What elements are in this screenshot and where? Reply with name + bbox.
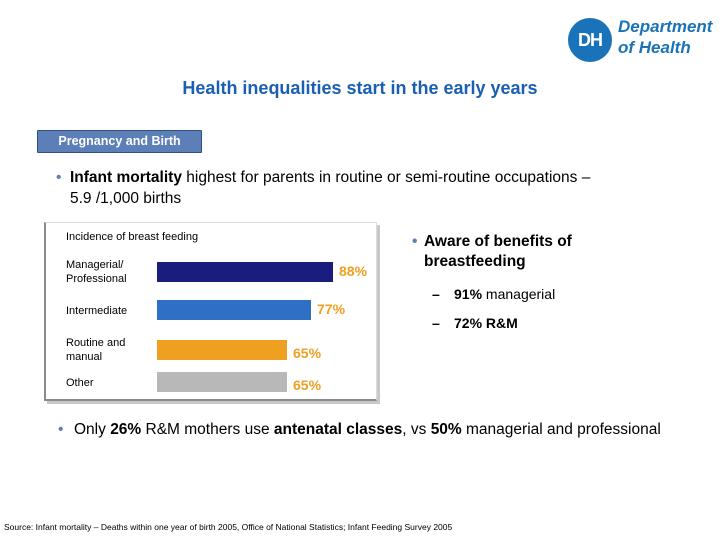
- bullet-rest: highest for parents in routine or semi-r…: [70, 169, 591, 207]
- bullet-bold: Infant mortality: [70, 169, 182, 186]
- logo-line-2: of Health: [618, 38, 691, 57]
- category-label: Routine and manual: [66, 337, 125, 363]
- category-label: Managerial/Professional: [66, 259, 127, 285]
- bullet-text: Infant mortality highest for parents in …: [70, 167, 615, 209]
- text-part: R&M mothers use: [141, 421, 274, 438]
- sub-text: 72% R&M: [454, 315, 518, 331]
- sub-dash: –: [432, 315, 440, 331]
- logo-wordmark: Department of Health: [618, 16, 712, 58]
- chart-frame: [44, 222, 377, 401]
- bullet-dot: •: [56, 169, 62, 186]
- text-part: , vs: [402, 421, 431, 438]
- bar: [157, 372, 287, 392]
- data-label: 77%: [317, 301, 346, 317]
- sub-text: 91% managerial: [454, 286, 555, 302]
- dh-logo-mark: DH: [568, 18, 612, 62]
- text-bold: antenatal classes: [273, 421, 403, 438]
- sub-dash: –: [432, 286, 440, 302]
- section-tag: Pregnancy and Birth: [37, 130, 202, 153]
- category-label: Intermediate: [66, 305, 127, 317]
- breastfeeding-bar-chart: Incidence of breast feeding Managerial/Pr…: [66, 231, 368, 393]
- data-label: 65%: [293, 377, 322, 393]
- text-bold: 50%: [430, 421, 462, 438]
- logo-line-1: Department: [618, 17, 713, 36]
- bar: [157, 300, 311, 320]
- bullet-dot: •: [412, 233, 418, 250]
- bar: [157, 340, 287, 360]
- bullet-dot: •: [58, 421, 64, 438]
- category-label: Other: [66, 377, 94, 389]
- data-label: 65%: [293, 345, 322, 361]
- source-footnote: Source: Infant mortality – Deaths within…: [4, 522, 453, 532]
- bullet-text: Aware of benefits of breastfeeding: [424, 233, 572, 270]
- bar: [157, 262, 333, 282]
- sub-label: managerial: [482, 286, 556, 302]
- text-part: Only: [74, 421, 111, 438]
- text-part: managerial and professional: [461, 421, 661, 438]
- department-of-health-logo: DH Department of Health: [568, 16, 718, 66]
- text-bold: 26%: [110, 421, 142, 438]
- sub-value: 72% R&M: [454, 315, 518, 331]
- sub-value: 91%: [454, 286, 483, 302]
- bullet-text: Only 26% R&M mothers use antenatal class…: [74, 419, 674, 440]
- chart-title: Incidence of breast feeding: [66, 231, 198, 243]
- data-label: 88%: [339, 263, 368, 279]
- slide-title: Health inequalities start in the early y…: [182, 78, 538, 98]
